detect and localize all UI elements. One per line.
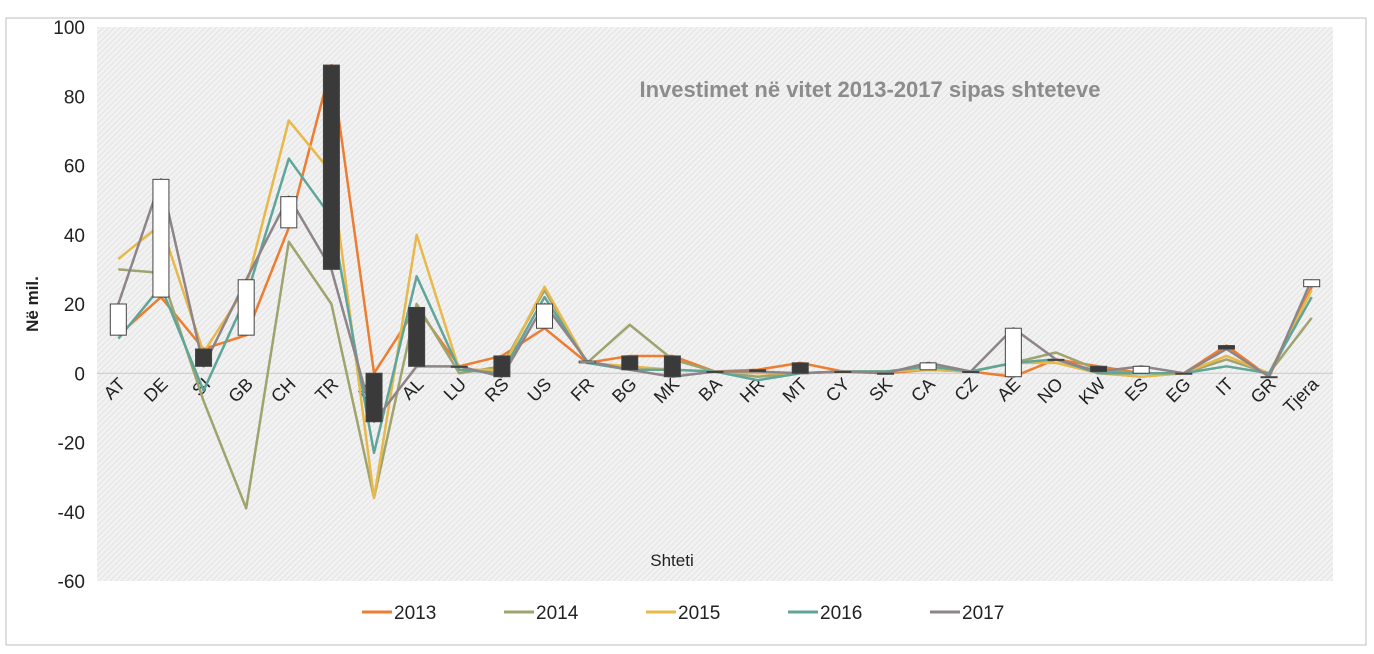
up-bar bbox=[578, 360, 596, 364]
y-tick-label: 20 bbox=[64, 295, 85, 316]
y-tick-label: 100 bbox=[53, 18, 85, 39]
down-bar bbox=[749, 369, 767, 373]
y-tick-label: -20 bbox=[58, 434, 85, 455]
up-bar bbox=[1175, 372, 1193, 375]
up-bar bbox=[237, 279, 255, 336]
x-axis-label: Shteti bbox=[650, 551, 693, 570]
y-tick-label: -60 bbox=[58, 572, 85, 593]
up-bar bbox=[1260, 376, 1278, 379]
down-bar bbox=[1217, 345, 1235, 350]
down-bar bbox=[621, 355, 639, 371]
down-bar bbox=[365, 372, 383, 423]
up-bar bbox=[1004, 327, 1022, 378]
up-bar bbox=[1047, 358, 1065, 361]
y-tick-label: 40 bbox=[64, 226, 85, 247]
down-bar bbox=[408, 306, 426, 367]
plot-area bbox=[97, 27, 1333, 581]
y-axis-label: Në mil. bbox=[23, 276, 42, 332]
y-tick-label: 60 bbox=[64, 157, 85, 178]
up-bar bbox=[109, 303, 127, 336]
legend-label: 2015 bbox=[678, 603, 720, 624]
y-tick-label: -40 bbox=[58, 503, 85, 524]
up-bar bbox=[834, 371, 852, 374]
legend-label: 2017 bbox=[962, 603, 1004, 624]
up-bar bbox=[1303, 279, 1321, 288]
up-bar bbox=[919, 362, 937, 371]
up-bar bbox=[876, 372, 894, 375]
legend-label: 2014 bbox=[536, 603, 579, 624]
down-bar bbox=[1090, 365, 1108, 373]
y-tick-label: 80 bbox=[64, 87, 85, 108]
up-bar bbox=[706, 371, 724, 374]
down-bar bbox=[663, 355, 681, 378]
down-bar bbox=[322, 64, 340, 270]
down-bar bbox=[791, 362, 809, 374]
up-bar bbox=[962, 371, 980, 374]
down-bar bbox=[493, 355, 511, 378]
up-bar bbox=[536, 303, 554, 329]
legend-label: 2016 bbox=[820, 603, 862, 624]
up-bar bbox=[152, 178, 170, 298]
legend-label: 2013 bbox=[394, 603, 436, 624]
y-tick-label: 0 bbox=[74, 364, 85, 385]
up-bar bbox=[1132, 365, 1150, 374]
down-bar bbox=[195, 348, 213, 367]
up-bar bbox=[450, 365, 468, 368]
chart-title: Investimet në vitet 2013-2017 sipas shte… bbox=[639, 77, 1100, 102]
up-bar bbox=[280, 196, 298, 229]
